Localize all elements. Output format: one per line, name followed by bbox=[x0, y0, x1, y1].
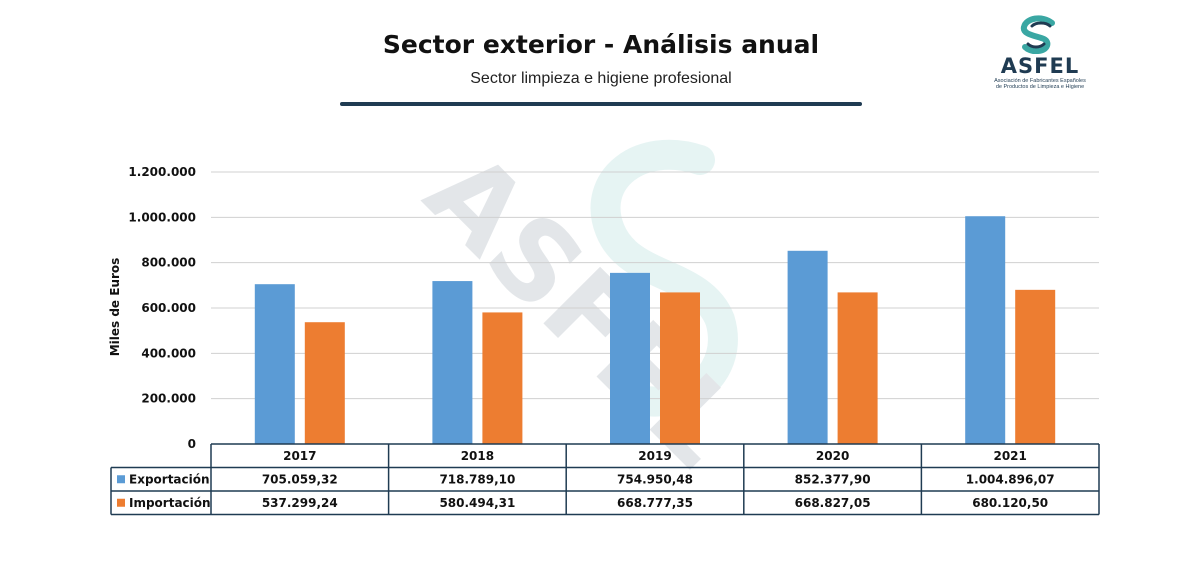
bar-exportacion-2019 bbox=[610, 272, 650, 444]
y-tick-label: 1.200.000 bbox=[128, 165, 196, 179]
y-tick-label: 800.000 bbox=[141, 256, 196, 270]
data-label-exportacion-2021: 1.004.896,07 bbox=[966, 473, 1055, 487]
trade-bar-chart: ASFEL 0200.000400.000600.000800.0001.000… bbox=[108, 128, 1100, 516]
bar-importacion-2017 bbox=[304, 322, 345, 444]
logo-tagline: Asociación de Fabricantes Españoles de P… bbox=[980, 78, 1100, 90]
x-tick-label: 2021 bbox=[993, 449, 1026, 463]
data-label-importacion-2019: 668.777,35 bbox=[617, 496, 693, 510]
bar-exportacion-2017 bbox=[254, 284, 295, 444]
x-tick-label: 2017 bbox=[283, 449, 316, 463]
data-label-importacion-2021: 680.120,50 bbox=[972, 496, 1048, 510]
data-label-exportacion-2017: 705.059,32 bbox=[262, 473, 338, 487]
data-label-importacion-2017: 537.299,24 bbox=[262, 496, 338, 510]
x-tick-label: 2019 bbox=[638, 449, 671, 463]
page-subtitle: Sector limpieza e higiene profesional bbox=[470, 70, 732, 87]
data-label-exportacion-2019: 754.950,48 bbox=[617, 473, 693, 487]
data-label-exportacion-2018: 718.789,10 bbox=[439, 473, 515, 487]
bar-exportacion-2021 bbox=[965, 216, 1006, 444]
chart-bars bbox=[254, 216, 1056, 444]
asfel-logo-icon bbox=[1020, 15, 1055, 54]
bar-exportacion-2020 bbox=[787, 250, 828, 444]
bar-importacion-2019 bbox=[660, 292, 700, 444]
logo-tagline-line-1: Asociación de Fabricantes Españoles bbox=[994, 78, 1086, 84]
y-tick-label: 0 bbox=[188, 437, 196, 451]
bar-importacion-2020 bbox=[837, 292, 878, 444]
data-table: 2017 2018 2019 2020 2021 Exportación 705.059,3… bbox=[110, 443, 1100, 516]
legend-swatch-exportacion bbox=[117, 475, 125, 484]
asfel-logo: ASFEL Asociación de Fabricantes Españole… bbox=[980, 14, 1100, 94]
y-tick-label: 400.000 bbox=[141, 346, 196, 360]
data-label-importacion-2018: 580.494,31 bbox=[439, 496, 515, 510]
bar-importacion-2021 bbox=[1015, 289, 1056, 444]
legend-swatch-importacion bbox=[117, 498, 125, 507]
data-label-exportacion-2020: 852.377,90 bbox=[795, 473, 871, 487]
data-label-importacion-2020: 668.827,05 bbox=[795, 496, 871, 510]
report-header: Sector exterior - Análisis anual Sector … bbox=[0, 0, 1202, 120]
legend-label-importacion: Importación bbox=[129, 496, 211, 510]
y-tick-label: 1.000.000 bbox=[128, 210, 196, 224]
logo-tagline-line-2: de Productos de Limpieza e Higiene bbox=[995, 84, 1085, 90]
x-tick-label: 2018 bbox=[461, 449, 494, 463]
title-divider bbox=[340, 102, 862, 106]
y-axis-label: Miles de Euros bbox=[108, 258, 122, 357]
y-tick-label: 600.000 bbox=[141, 301, 196, 315]
x-tick-label: 2020 bbox=[816, 449, 849, 463]
page-title: Sector exterior - Análisis anual bbox=[382, 30, 820, 59]
y-tick-label: 200.000 bbox=[141, 392, 196, 406]
y-axis: 0 200.000 400.000 600.000 800.000 1.000.000 1.… bbox=[128, 165, 196, 451]
legend-label-exportacion: Exportación bbox=[129, 473, 210, 487]
logo-name: ASFEL bbox=[1000, 54, 1080, 78]
bar-importacion-2018 bbox=[482, 312, 523, 444]
bar-exportacion-2018 bbox=[432, 281, 473, 444]
chart-gridlines bbox=[211, 171, 1099, 400]
